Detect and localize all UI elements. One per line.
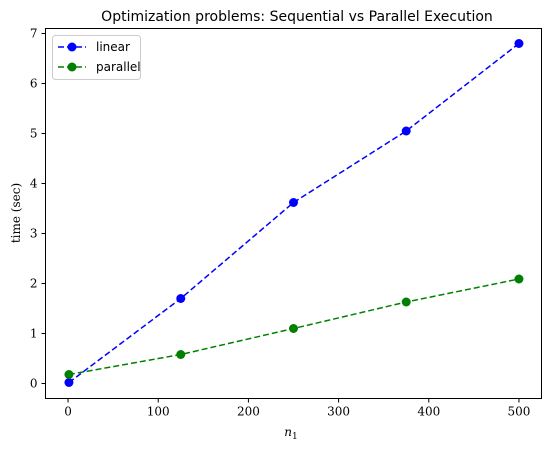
x-tick-label: 500	[508, 405, 531, 419]
data-point-parallel	[401, 297, 411, 307]
x-tick-label: 400	[417, 405, 440, 419]
data-point-linear	[176, 294, 186, 303]
data-point-linear	[64, 378, 74, 387]
legend-parallel-marker	[67, 62, 77, 72]
chart-title: Optimization problems: Sequential vs Par…	[101, 9, 493, 25]
x-axis: 0 100 200 300 400 500	[64, 398, 531, 419]
data-point-parallel	[176, 350, 186, 359]
series-layer	[64, 39, 524, 387]
y-tick-label: 3	[30, 227, 38, 241]
data-point-linear	[401, 126, 411, 136]
legend-linear-marker	[67, 42, 77, 52]
y-axis-label: time (sec)	[9, 183, 23, 243]
y-tick-label: 7	[30, 27, 38, 41]
x-tick-label: 100	[147, 405, 170, 419]
y-tick-label: 4	[30, 177, 38, 191]
data-point-linear	[514, 39, 524, 48]
series-parallel	[64, 274, 524, 379]
x-axis-label-subscript: 1	[292, 432, 298, 442]
data-point-parallel	[289, 324, 298, 333]
y-tick-label: 5	[30, 127, 38, 141]
x-tick-label: 300	[327, 405, 350, 419]
legend-item-parallel: parallel	[58, 60, 141, 74]
x-tick-label: 200	[237, 405, 260, 419]
legend-linear-label: linear	[96, 40, 130, 54]
y-axis: 0 1 2 3 4 5 6 7	[30, 27, 46, 391]
data-point-linear	[289, 198, 298, 207]
x-axis-label-main: n	[284, 425, 292, 439]
series-line-linear	[68, 42, 520, 384]
legend-parallel-label: parallel	[96, 60, 141, 74]
legend: linear parallel	[52, 35, 141, 80]
y-tick-label: 0	[30, 377, 38, 391]
legend-item-linear: linear	[58, 40, 130, 54]
x-axis-label: n1	[284, 425, 297, 442]
series-linear	[64, 39, 524, 387]
data-point-parallel	[514, 274, 524, 284]
x-tick-label: 0	[64, 405, 72, 419]
y-tick-label: 6	[30, 77, 38, 91]
data-point-parallel	[64, 370, 74, 379]
y-tick-label: 2	[30, 277, 38, 291]
y-tick-label: 1	[30, 327, 38, 341]
